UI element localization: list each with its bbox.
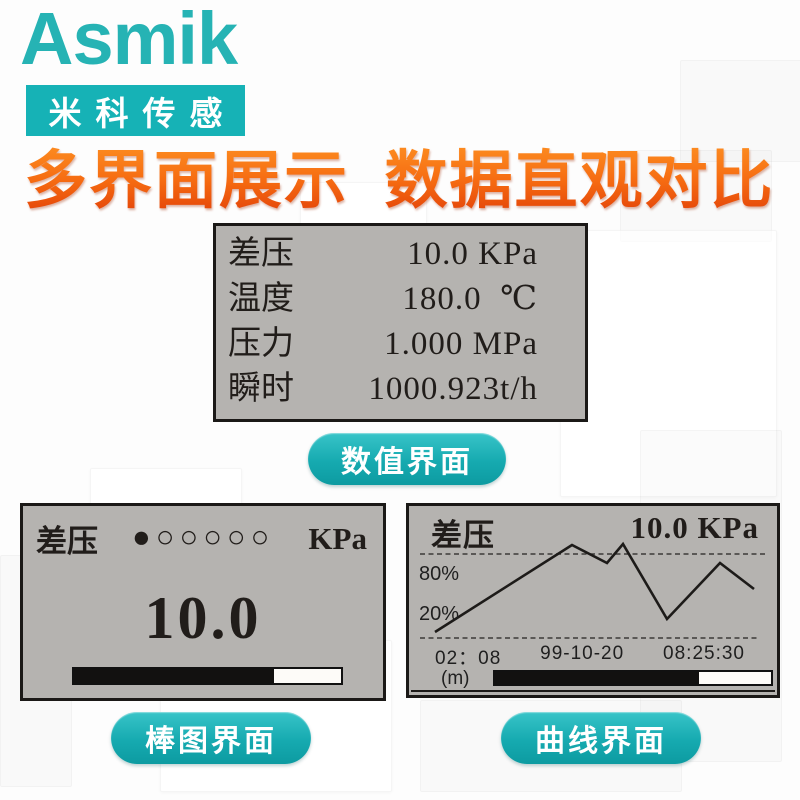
level-bar-fill [495,672,700,684]
param-label: 差压 [431,518,495,553]
param-value: 10.0 KPa [407,236,538,272]
numeric-row: 瞬时 1000.923t/h [228,367,538,412]
x-axis-labels: 02：08 99-10-20 08:25:30 [409,643,771,670]
trend-line-chart [420,541,768,639]
trend-polyline [434,541,755,634]
bottom-rule [411,690,775,692]
param-value: 1000.923t/h [368,371,538,407]
level-bar [72,667,343,685]
curve-panel-header: 差压 10.0 KPa [409,510,777,555]
main-reading: 10.0 [144,585,262,651]
background-tile [560,230,777,497]
caption-numeric-interface: 数值界面 [308,433,506,485]
numeric-display-panel: 差压 10.0 KPa 温度 180.0 ℃ 压力 1.000 MPa 瞬时 1… [213,223,588,422]
param-label: 压力 [228,326,294,362]
numeric-row: 温度 180.0 ℃ [228,277,538,322]
bar-display-panel: 差压 ●○○○○○ KPa 10.0 [20,503,386,701]
numeric-row: 差压 10.0 KPa [228,232,538,277]
numeric-row: 压力 1.000 MPa [228,322,538,367]
unit-label: KPa [308,520,367,556]
caption-curve-interface: 曲线界面 [501,712,701,764]
level-bar-fill [74,669,275,683]
y-tick-20: 20% [419,603,460,625]
background-tile [680,60,800,162]
param-label: 差压 [36,524,98,559]
headline: 多界面展示 数据直观对比 [24,130,775,221]
time-end-label: 08:25:30 [663,643,745,664]
param-label: 瞬时 [228,371,294,407]
y-tick-80: 80% [419,563,460,585]
curve-display-panel: 差压 10.0 KPa 80% 20% 02：08 99-10-20 08:25… [406,503,780,698]
axis-unit-label: (m) [441,668,470,689]
param-label: 温度 [228,281,294,317]
param-value: 1.000 MPa [384,326,538,362]
date-label: 99-10-20 [540,643,625,664]
level-bar [493,670,773,686]
bar-panel-header: 差压 ●○○○○○ KPa [23,506,383,561]
range-dots-indicator: ●○○○○○ [132,518,275,554]
caption-bar-interface: 棒图界面 [111,712,311,764]
param-label: 差压 [228,236,294,272]
time-start-label: 02：08 [435,648,502,669]
main-reading: 10.0 KPa [630,510,759,545]
brand-logo: Asmik [20,0,238,80]
param-value: 180.0 ℃ [402,281,538,317]
brand-tagline: 米科传感 [26,85,245,136]
